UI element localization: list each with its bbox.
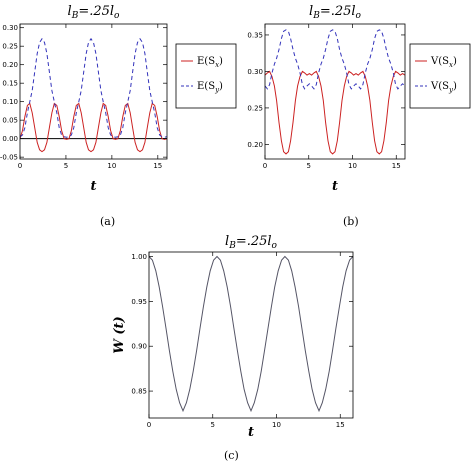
y-tick-label-3: 0.10 bbox=[2, 98, 18, 106]
chart-title: lB=.25lo bbox=[68, 4, 121, 21]
x-axis-label: t bbox=[90, 179, 96, 194]
y-tick-label-4: 0.15 bbox=[2, 80, 18, 88]
series-line-1 bbox=[265, 29, 405, 90]
x-tick-label-0: 0 bbox=[18, 162, 22, 170]
legend-label-1: V(Sy) bbox=[430, 81, 457, 94]
legend-label-pre: E(S bbox=[197, 81, 215, 92]
title-sub2: o bbox=[356, 11, 362, 21]
x-tick-label-3: 15 bbox=[392, 162, 401, 170]
x-axis-label: t bbox=[248, 425, 254, 440]
series-line-0 bbox=[20, 102, 167, 153]
legend-label-pre: V(S bbox=[430, 56, 449, 67]
legend-label-post: ) bbox=[453, 56, 457, 67]
x-tick-label-1: 5 bbox=[211, 421, 215, 429]
legend-label-post: ) bbox=[453, 81, 457, 92]
legend-label-pre: E(S bbox=[197, 56, 215, 67]
y-tick-label-0: 0.20 bbox=[247, 141, 263, 149]
legend-box bbox=[409, 43, 471, 109]
caption-c: (c) bbox=[224, 449, 239, 462]
title-rest: =.25l bbox=[78, 4, 114, 19]
title-rest: =.25l bbox=[320, 4, 356, 19]
legend-box bbox=[175, 43, 237, 109]
x-tick-label-0: 0 bbox=[147, 421, 151, 429]
y-tick-label-3: 1.00 bbox=[131, 253, 147, 261]
y-tick-label-2: 0.95 bbox=[131, 298, 147, 306]
legend-label-sub: x bbox=[215, 61, 219, 69]
y-tick-label-2: 0.05 bbox=[2, 117, 18, 125]
y-tick-label-7: 0.30 bbox=[2, 24, 18, 32]
caption-b: (b) bbox=[343, 215, 359, 228]
title-main: l bbox=[309, 4, 313, 19]
chart-title: lB=.25lo bbox=[309, 4, 362, 21]
y-tick-label-1: 0.25 bbox=[247, 104, 263, 112]
x-tick-label-3: 15 bbox=[336, 421, 345, 429]
x-tick-label-1: 5 bbox=[64, 162, 68, 170]
x-tick-label-2: 10 bbox=[272, 421, 281, 429]
y-tick-label-5: 0.20 bbox=[2, 61, 18, 69]
title-sub2: o bbox=[272, 241, 278, 251]
y-tick-label-0: 0.85 bbox=[131, 388, 147, 396]
legend-label-sub: y bbox=[214, 86, 220, 94]
y-tick-label-3: 0.35 bbox=[247, 31, 263, 39]
x-tick-label-0: 0 bbox=[263, 162, 267, 170]
y-tick-label-1: 0.00 bbox=[2, 135, 18, 143]
legend-label-0: E(Sx) bbox=[197, 56, 223, 69]
legend-label-pre: V(S bbox=[430, 81, 449, 92]
chart-c: lB=.25lo 0 5 10 15 0.85 0.90 0.95 1.00 t W (t) bbox=[112, 234, 354, 440]
plot-frame bbox=[148, 251, 354, 419]
title-sub2: o bbox=[114, 11, 120, 21]
plot-frame bbox=[264, 23, 406, 160]
series-line-0 bbox=[149, 255, 353, 413]
y-tick-label-0: -0.05 bbox=[0, 154, 18, 162]
x-axis-label: t bbox=[332, 179, 338, 194]
x-tick-label-2: 10 bbox=[348, 162, 357, 170]
series-line-1 bbox=[20, 37, 167, 138]
legend-label-sub: x bbox=[449, 61, 453, 69]
series-line-0 bbox=[265, 70, 405, 155]
legend-label-post: ) bbox=[219, 81, 223, 92]
legend-label-post: ) bbox=[219, 56, 223, 67]
y-tick-label-1: 0.90 bbox=[131, 343, 147, 351]
x-tick-label-1: 5 bbox=[307, 162, 311, 170]
title-sub: B bbox=[71, 11, 79, 21]
title-rest: =.25l bbox=[236, 234, 272, 249]
legend-label-1: E(Sy) bbox=[197, 81, 223, 94]
title-main: l bbox=[68, 4, 72, 19]
y-axis-label: W (t) bbox=[112, 316, 127, 353]
chart-title: lB=.25lo bbox=[225, 234, 278, 251]
plot-frame bbox=[19, 23, 168, 160]
x-tick-label-2: 10 bbox=[107, 162, 116, 170]
title-sub: B bbox=[312, 11, 320, 21]
caption-a: (a) bbox=[100, 215, 116, 228]
title-main: l bbox=[225, 234, 229, 249]
legend-label-sub: y bbox=[448, 86, 454, 94]
title-sub: B bbox=[228, 241, 236, 251]
y-tick-label-6: 0.25 bbox=[2, 43, 18, 51]
x-tick-label-3: 15 bbox=[153, 162, 162, 170]
chart-a: lB=.25lo 0 5 10 15 -0.05 0.00 0.05 0.10 0.15 0.20 0… bbox=[0, 4, 237, 194]
y-tick-label-2: 0.30 bbox=[247, 68, 263, 76]
legend-label-0: V(Sx) bbox=[430, 56, 457, 69]
